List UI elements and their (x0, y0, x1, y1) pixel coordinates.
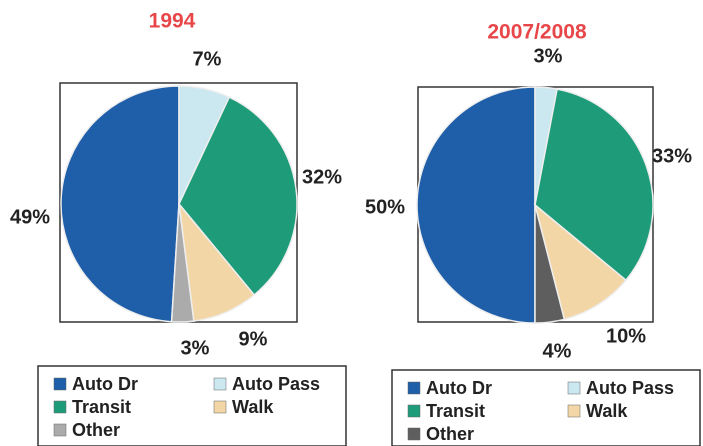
legend-swatch (53, 400, 67, 414)
legend-label: Other (426, 424, 474, 444)
legend-swatch (53, 423, 67, 437)
pie-slice (178, 96, 298, 296)
legend-label: Auto Pass (586, 378, 674, 398)
legend-swatch (407, 404, 421, 418)
pie-slice (416, 86, 536, 324)
chart-title: 1994 (149, 10, 196, 33)
legend-swatch (407, 381, 421, 395)
legend-label: Auto Dr (426, 378, 492, 398)
slice-label: 10% (606, 325, 646, 347)
slice-label: 33% (652, 145, 692, 167)
slice-label: 7% (193, 48, 222, 70)
pie-slice (534, 204, 566, 324)
pie-slice (534, 88, 654, 282)
slice-label: 4% (543, 340, 572, 362)
legend-box (37, 365, 347, 446)
legend-swatch (567, 381, 581, 395)
legend-swatch (213, 377, 227, 391)
legend-label: Walk (586, 401, 628, 421)
legend-label: Transit (426, 401, 485, 421)
legend-label: Transit (72, 397, 131, 417)
legend-label: Auto Dr (72, 374, 138, 394)
slice-label: 3% (534, 45, 563, 67)
legend-swatch (53, 377, 67, 391)
slice-label: 49% (10, 206, 50, 228)
slice-label: 50% (365, 196, 405, 218)
legend-label: Walk (232, 397, 274, 417)
legend-label: Auto Pass (232, 374, 320, 394)
slice-label: 3% (181, 337, 210, 359)
legend-swatch (407, 427, 421, 441)
slice-label: 32% (302, 166, 342, 188)
legend-swatch (567, 404, 581, 418)
pie-slice (60, 85, 180, 323)
slice-label: 9% (239, 328, 268, 350)
legend-label: Other (72, 420, 120, 440)
pie-slice (170, 203, 195, 323)
legend-box (391, 369, 701, 446)
chart-title: 2007/2008 (487, 21, 587, 44)
legend-swatch (213, 400, 227, 414)
